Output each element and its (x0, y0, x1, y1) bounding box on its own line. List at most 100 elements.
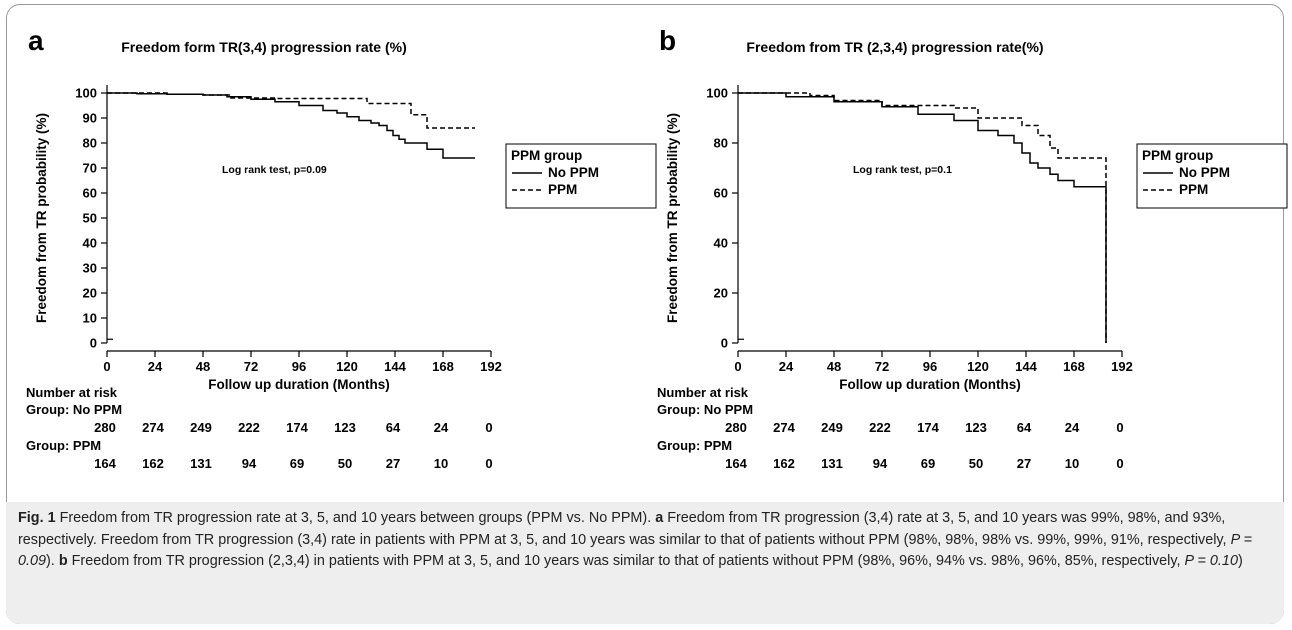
chart-title: Freedom form TR(3,4) progression rate (%… (121, 39, 407, 55)
caption-b-label: b (58, 553, 68, 569)
y-tick-label: 80 (714, 136, 728, 151)
caption-a-label: a (655, 510, 664, 526)
x-tick-label: 144 (384, 359, 406, 374)
y-tick-label: 70 (83, 161, 97, 176)
y-tick-label: 20 (714, 286, 728, 301)
km-chart-a: a Freedom form TR(3,4) progression rate (… (26, 25, 657, 471)
logrank-annotation: Log rank test, p=0.1 (853, 164, 952, 176)
y-tick-label: 60 (714, 186, 728, 201)
risk-count: 0 (485, 456, 492, 471)
y-tick-label: 40 (83, 236, 97, 251)
x-tick-label: 48 (196, 359, 210, 374)
risk-count: 123 (965, 420, 987, 435)
risk-table-title: Number at risk (657, 385, 749, 400)
legend-entry: PPM (1179, 182, 1208, 197)
caption-a-pvalue: P = 0.09 (18, 531, 1253, 570)
risk-count: 274 (773, 420, 795, 435)
panel-a: a Freedom form TR(3,4) progression rate (… (22, 6, 662, 476)
y-axis-label: Freedom from TR probability (%) (34, 113, 49, 323)
risk-group-label: Group: PPM (26, 438, 101, 453)
y-axis-label: Freedom from TR probability (%) (665, 113, 680, 323)
risk-count: 162 (773, 456, 795, 471)
x-axis-label: Follow up duration (Months) (208, 377, 389, 392)
risk-count: 249 (190, 420, 212, 435)
series-line-no-ppm (107, 92, 475, 159)
risk-count: 174 (917, 420, 939, 435)
risk-count: 274 (142, 420, 164, 435)
risk-count: 0 (1116, 420, 1123, 435)
risk-count: 94 (242, 456, 257, 471)
risk-count: 123 (334, 420, 356, 435)
caption-b-end: ) (1237, 553, 1243, 569)
risk-count: 174 (286, 420, 308, 435)
legend-entry: No PPM (1179, 165, 1230, 180)
panel-label: a (28, 25, 44, 56)
risk-count: 64 (1017, 420, 1032, 435)
risk-count: 50 (338, 456, 352, 471)
panel-b: b Freedom from TR (2,3,4) progression rat… (653, 6, 1292, 476)
panel-label: b (659, 25, 676, 56)
risk-count: 162 (142, 456, 164, 471)
caption-fig-label: Fig. 1 (18, 510, 56, 526)
figure-caption: Fig. 1 Freedom from TR progression rate … (18, 508, 1273, 573)
caption-b-pvalue: P = 0.10 (1184, 553, 1238, 569)
risk-count: 24 (1065, 420, 1080, 435)
x-tick-label: 192 (1111, 359, 1133, 374)
legend-box (1136, 143, 1288, 209)
logrank-annotation: Log rank test, p=0.09 (222, 164, 327, 176)
legend-box (505, 143, 657, 209)
legend-title: PPM group (511, 148, 582, 163)
x-axis-label: Follow up duration (Months) (839, 377, 1020, 392)
risk-count: 222 (869, 420, 891, 435)
x-tick-label: 72 (244, 359, 258, 374)
x-tick-label: 96 (292, 359, 306, 374)
risk-count: 280 (725, 420, 747, 435)
risk-count: 131 (190, 456, 212, 471)
y-tick-label: 90 (83, 111, 97, 126)
caption-background (6, 502, 1284, 624)
x-tick-label: 72 (875, 359, 889, 374)
risk-count: 249 (821, 420, 843, 435)
x-tick-label: 168 (432, 359, 454, 374)
risk-count: 94 (873, 456, 888, 471)
y-tick-label: 30 (83, 261, 97, 276)
x-tick-label: 24 (779, 359, 794, 374)
caption-a-end: ). (46, 553, 59, 569)
y-tick-label: 20 (83, 286, 97, 301)
x-tick-label: 168 (1063, 359, 1085, 374)
caption-a-text: Freedom from TR progression (3,4) rate a… (18, 510, 1231, 548)
x-tick-label: 48 (827, 359, 841, 374)
x-tick-label: 144 (1015, 359, 1037, 374)
risk-count: 24 (434, 420, 449, 435)
x-tick-label: 120 (967, 359, 989, 374)
legend-title: PPM group (1142, 148, 1213, 163)
risk-count: 222 (238, 420, 260, 435)
x-tick-label: 96 (923, 359, 937, 374)
risk-count: 10 (434, 456, 448, 471)
legend-entry: PPM (548, 182, 577, 197)
y-tick-label: 10 (83, 311, 97, 326)
y-tick-label: 0 (90, 336, 97, 351)
risk-count: 69 (290, 456, 304, 471)
series-line-ppm (107, 92, 475, 129)
y-tick-label: 0 (721, 336, 728, 351)
risk-count: 64 (386, 420, 401, 435)
series-line-ppm (738, 92, 1107, 343)
x-tick-label: 0 (103, 359, 110, 374)
y-tick-label: 100 (706, 86, 728, 101)
x-tick-label: 0 (734, 359, 741, 374)
y-tick-label: 40 (714, 236, 728, 251)
risk-count: 10 (1065, 456, 1079, 471)
series-line-no-ppm (738, 92, 1107, 343)
risk-group-label: Group: No PPM (657, 402, 753, 417)
caption-intro: Freedom from TR progression rate at 3, 5… (55, 510, 656, 526)
risk-count: 27 (386, 456, 400, 471)
risk-count: 69 (921, 456, 935, 471)
risk-count: 164 (725, 456, 747, 471)
x-tick-label: 24 (148, 359, 163, 374)
km-chart-b: b Freedom from TR (2,3,4) progression rat… (657, 25, 1288, 471)
risk-count: 0 (485, 420, 492, 435)
y-tick-label: 100 (75, 86, 97, 101)
risk-count: 0 (1116, 456, 1123, 471)
risk-count: 50 (969, 456, 983, 471)
